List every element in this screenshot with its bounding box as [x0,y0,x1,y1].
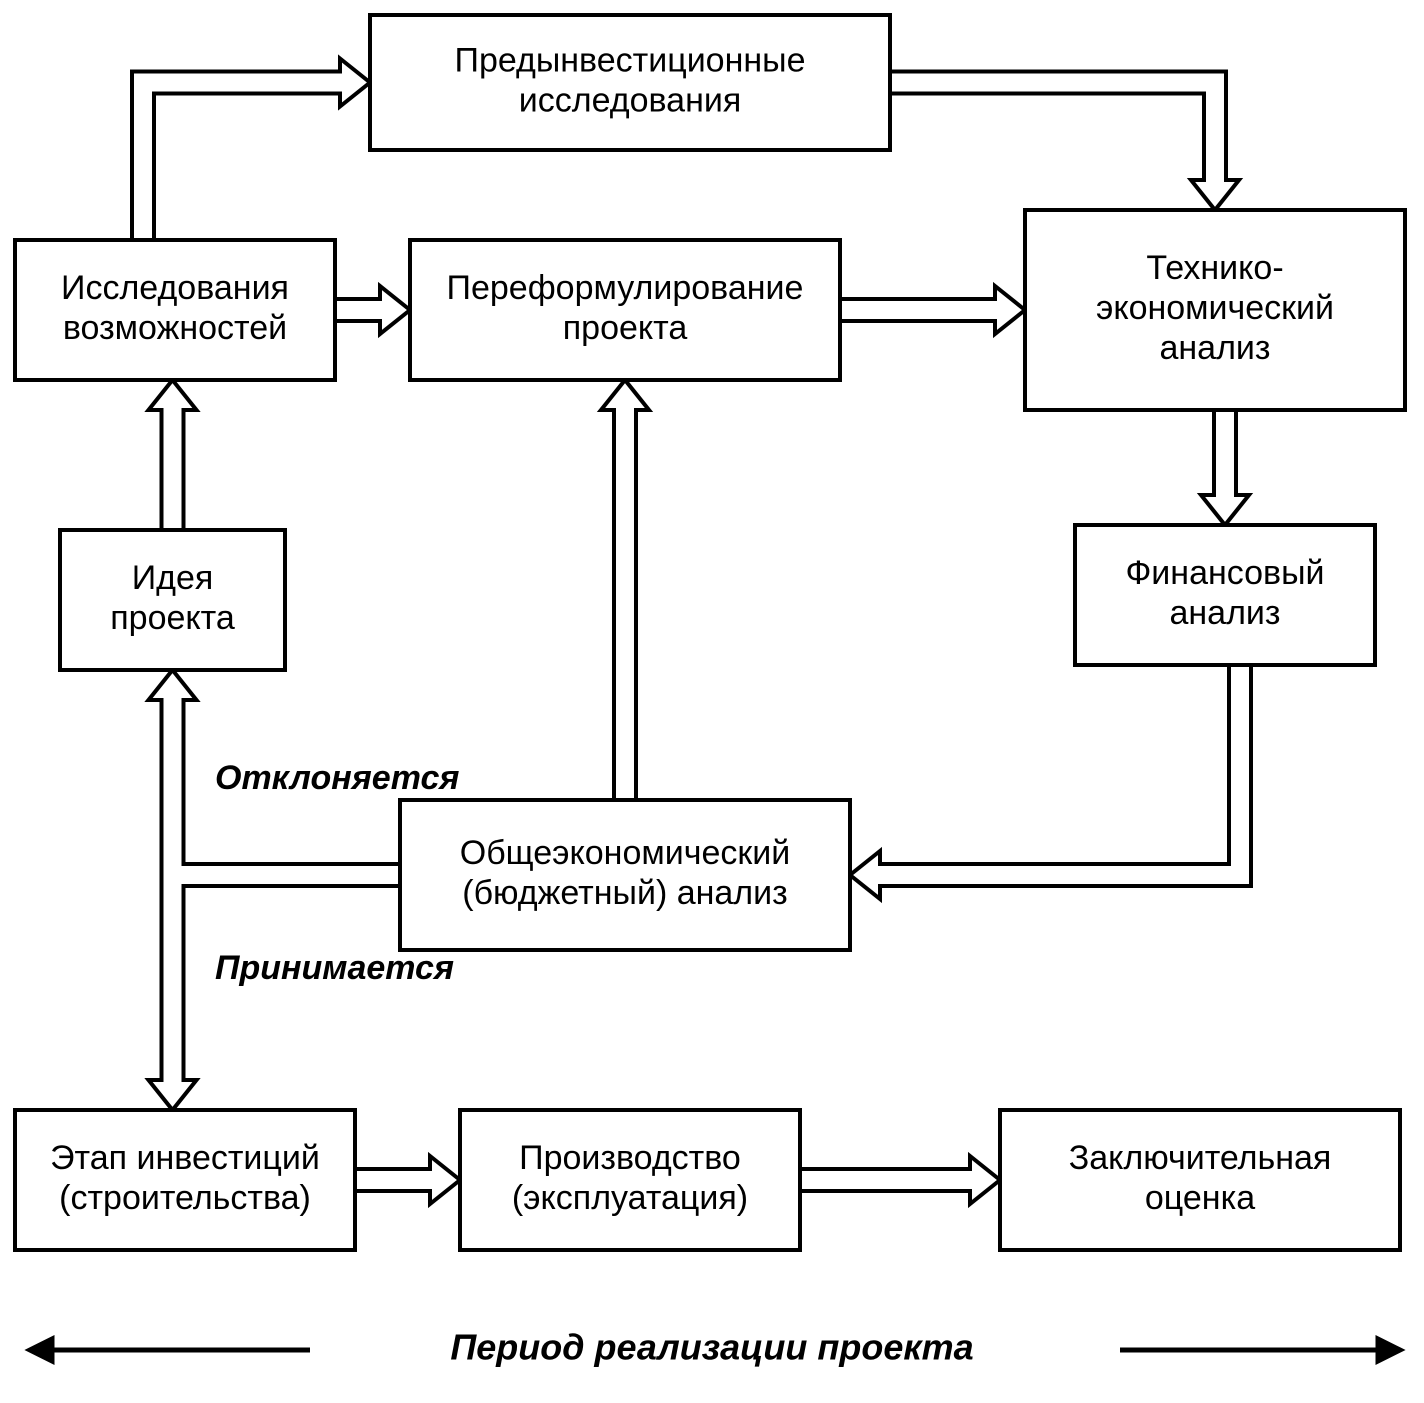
node-finance: Финансовыйанализ [1075,525,1375,665]
edge-opportun-preinvest [132,59,370,241]
label-accept: Принимается [215,949,454,987]
node-econbud-line1: (бюджетный) анализ [462,874,787,912]
node-prod: Производство(эксплуатация) [460,1110,800,1250]
footer-caption: Период реализации проекта [450,1327,973,1368]
node-finance-line0: Финансовый [1125,554,1324,592]
edge-econbud-split [149,670,401,1110]
edge-idea-opportun [149,380,197,530]
edge-techecon-finance [1201,410,1249,525]
node-techecon-line2: анализ [1159,329,1270,367]
node-final-line0: Заключительная [1069,1139,1332,1177]
node-idea-line0: Идея [132,559,214,597]
node-econbud-line0: Общеэкономический [460,834,790,872]
node-opportun-line1: возможностей [63,309,287,347]
node-idea-line1: проекта [110,599,235,637]
edge-prod-final [800,1156,1000,1204]
edge-opportun-reformulate [335,286,410,334]
node-final-line1: оценка [1145,1179,1255,1217]
node-preinvest: Предынвестиционныеисследования [370,15,890,150]
footer-arrow-left-head [30,1339,52,1361]
edge-econbud-reformulate [601,380,649,800]
node-finance-line1: анализ [1169,594,1280,632]
node-final: Заключительнаяоценка [1000,1110,1400,1250]
label-reject: Отклоняется [215,759,459,797]
node-reformulate-line1: проекта [563,309,688,347]
footer-arrow-right-head [1378,1339,1400,1361]
edge-invest-prod [355,1156,460,1204]
node-reformulate: Переформулированиепроекта [410,240,840,380]
node-invest: Этап инвестиций(строительства) [15,1110,355,1250]
node-reformulate-line0: Переформулирование [447,269,804,307]
node-prod-line1: (эксплуатация) [512,1179,748,1217]
node-invest-line1: (строительства) [59,1179,311,1217]
edge-preinvest-techecon [890,72,1239,211]
node-preinvest-line0: Предынвестиционные [455,41,806,79]
node-techecon: Технико-экономическийанализ [1025,210,1405,410]
node-opportun-line0: Исследования [61,269,289,307]
node-techecon-line1: экономический [1096,289,1334,327]
node-idea: Идеяпроекта [60,530,285,670]
node-preinvest-line1: исследования [519,81,742,119]
node-econbud: Общеэкономический(бюджетный) анализ [400,800,850,950]
node-opportun: Исследованиявозможностей [15,240,335,380]
node-invest-line0: Этап инвестиций [50,1139,320,1177]
edge-finance-econbud [850,665,1251,899]
node-prod-line0: Производство [519,1139,741,1177]
edge-reformulate-techecon [840,286,1025,334]
node-techecon-line0: Технико- [1146,249,1283,287]
